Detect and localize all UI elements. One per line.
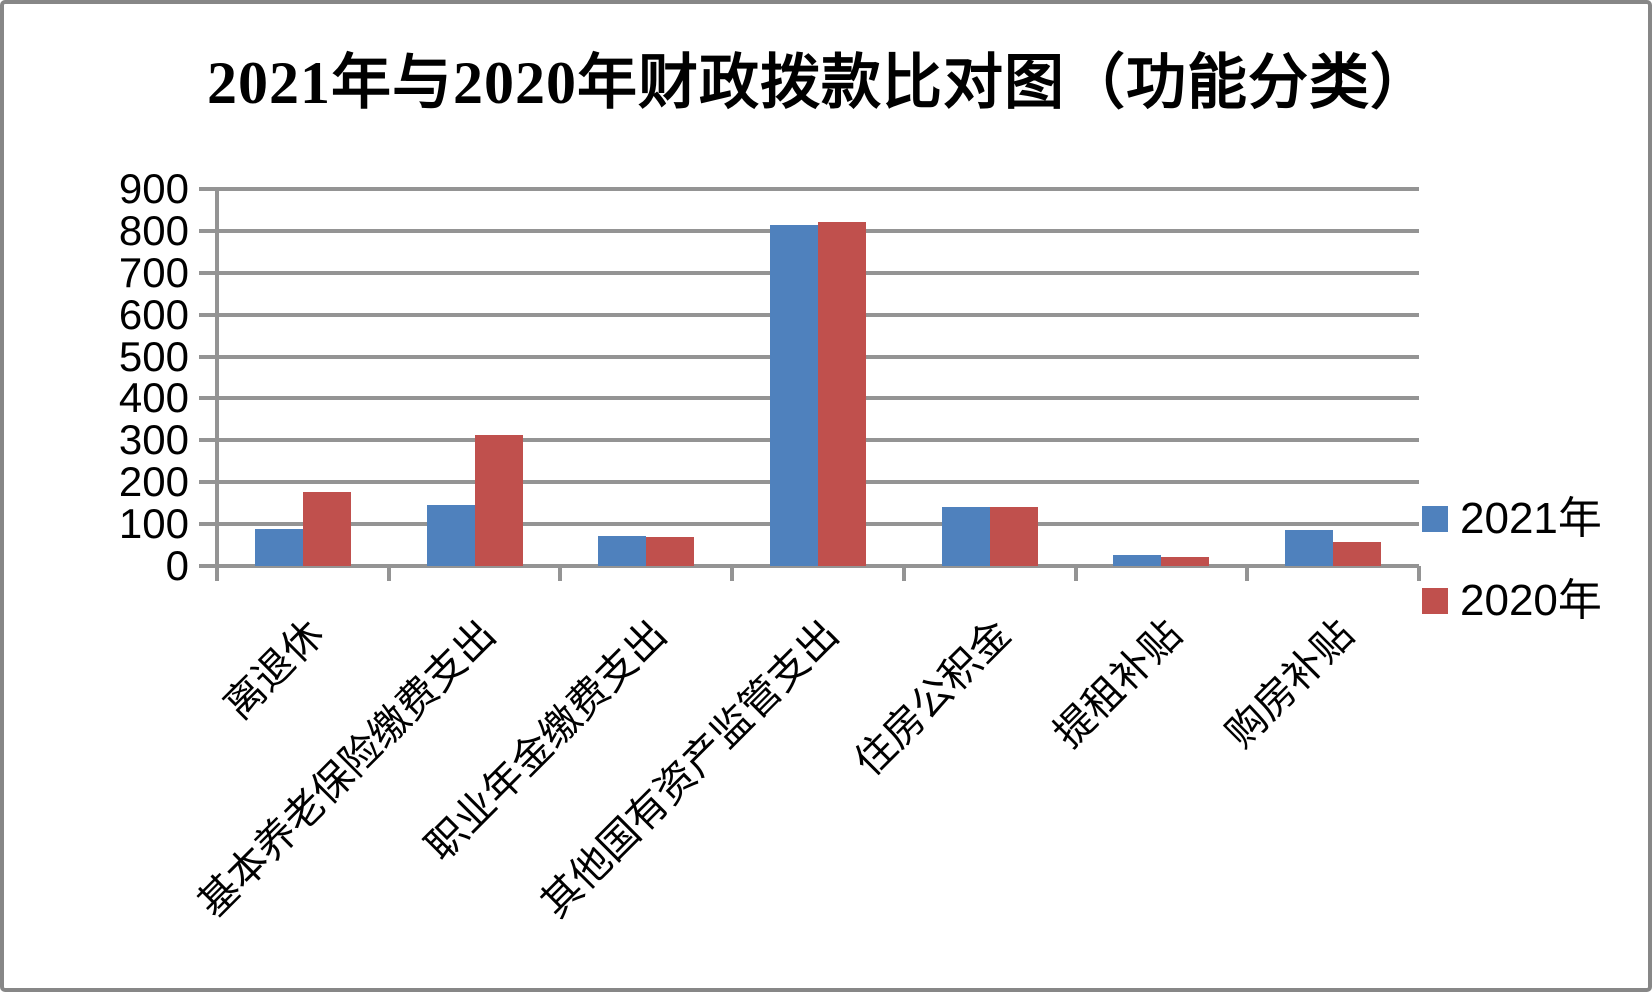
bar-2021年-提租补贴 <box>1113 555 1162 566</box>
legend: 2021年 2020年 <box>1422 496 1602 624</box>
bar-2021年-购房补贴 <box>1285 529 1334 566</box>
x-category-label: 基本养老保险缴费支出 <box>189 611 504 926</box>
chart-title: 2021年与2020年财政拨款比对图（功能分类） <box>207 50 1431 116</box>
y-tick-label: 0 <box>165 542 189 589</box>
bar-2020年-其他国有资产监管支出 <box>818 221 866 566</box>
x-axis-tick <box>901 566 906 581</box>
bar-2021年-住房公积金 <box>941 506 990 566</box>
x-category-label: 购房补贴 <box>1217 611 1363 757</box>
y-axis-tick <box>199 354 217 359</box>
y-axis-line <box>215 187 219 578</box>
y-tick-label: 500 <box>118 332 189 380</box>
y-tick-label: 700 <box>118 248 189 296</box>
bar-2020年-基本养老保险缴费支出 <box>474 434 523 566</box>
x-axis-tick <box>730 566 735 581</box>
x-category-label: 离退休 <box>215 611 332 728</box>
y-axis-tick <box>199 480 217 485</box>
legend-label-2021: 2021年 <box>1460 494 1602 543</box>
bar-2020年-购房补贴 <box>1333 542 1382 566</box>
y-axis-tick <box>199 438 217 443</box>
bar-2020年-离退休 <box>302 492 351 566</box>
legend-item-2021: 2021年 <box>1422 496 1602 542</box>
x-axis-tick <box>386 566 391 581</box>
x-axis-tick <box>1417 566 1421 581</box>
y-axis-tick <box>199 396 217 401</box>
y-tick-label: 800 <box>118 206 189 254</box>
x-axis-tick <box>1073 566 1078 581</box>
y-tick-label: 400 <box>118 374 189 422</box>
bar-2021年-其他国有资产监管支出 <box>770 225 818 566</box>
y-gridline <box>217 187 1419 191</box>
y-tick-label: 600 <box>118 290 189 338</box>
y-axis-tick <box>199 522 217 527</box>
x-axis-line <box>217 564 1419 568</box>
y-tick-label: 200 <box>118 458 189 506</box>
x-category-label: 提租补贴 <box>1045 611 1191 757</box>
legend-swatch-2020 <box>1422 588 1448 614</box>
bar-2020年-住房公积金 <box>989 506 1038 566</box>
legend-item-2020: 2020年 <box>1422 578 1602 624</box>
x-axis-tick <box>558 566 563 581</box>
x-category-label: 其他国有资产监管支出 <box>532 611 848 926</box>
y-tick-label: 100 <box>118 500 189 548</box>
y-tick-label: 300 <box>118 416 189 464</box>
x-axis-tick <box>1245 566 1250 581</box>
bar-2020年-提租补贴 <box>1161 557 1210 566</box>
x-category-label: 住房公积金 <box>845 611 1019 785</box>
bar-2021年-职业年金缴费支出 <box>598 536 647 566</box>
legend-swatch-2021 <box>1422 506 1448 532</box>
bar-2021年-基本养老保险缴费支出 <box>426 505 475 566</box>
bar-2020年-职业年金缴费支出 <box>646 537 695 566</box>
y-axis-tick <box>199 187 217 191</box>
y-axis-tick <box>199 564 217 568</box>
y-axis-tick <box>199 270 217 275</box>
y-axis-tick <box>199 228 217 233</box>
y-axis-tick <box>199 312 217 317</box>
legend-label-2020: 2020年 <box>1460 576 1602 625</box>
bar-2021年-离退休 <box>254 529 303 566</box>
x-axis-tick <box>215 566 219 581</box>
y-tick-label: 900 <box>118 165 189 212</box>
